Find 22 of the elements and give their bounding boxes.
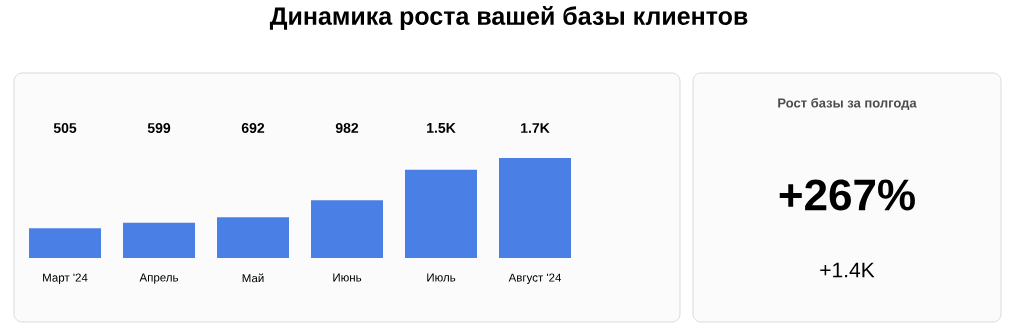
x-tick-label: Август '24	[508, 273, 562, 284]
bar	[29, 228, 102, 258]
x-tick-label: Апрель	[139, 273, 179, 284]
chart-title: Динамика роста вашей базы клиентов	[269, 6, 748, 30]
x-tick-label: Март '24	[43, 273, 88, 284]
x-tick-label: Июнь	[333, 273, 362, 282]
data-label: 982	[335, 123, 359, 133]
bar	[499, 157, 571, 258]
data-label: 505	[53, 123, 77, 133]
data-label: 692	[241, 123, 265, 133]
text: +267%	[779, 179, 915, 211]
bar	[123, 222, 196, 258]
bar	[217, 217, 290, 258]
data-label: 599	[147, 123, 171, 133]
bar	[311, 200, 383, 258]
data-label: 1.5K	[427, 123, 456, 133]
x-tick-label: Май	[242, 273, 264, 283]
text: +1.4K	[820, 262, 875, 278]
x-tick-label: Июль	[427, 273, 456, 282]
text: Рост базы за полгода	[778, 97, 917, 111]
bar	[405, 169, 477, 258]
data-label: 1.7K	[521, 123, 550, 133]
